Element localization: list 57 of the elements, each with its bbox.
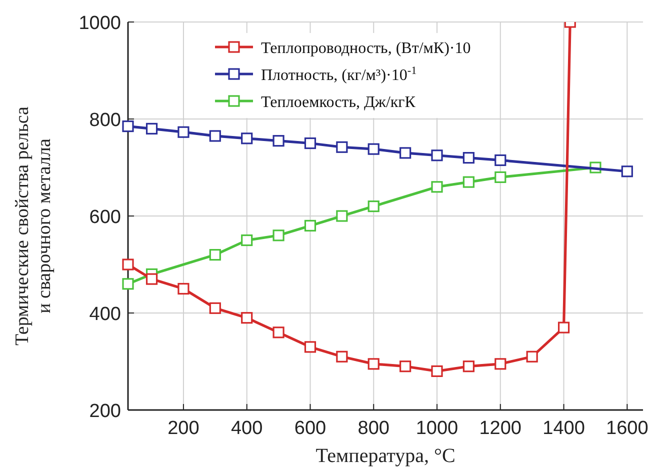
x-tick-label: 600	[294, 418, 326, 439]
point	[462, 360, 474, 372]
point	[209, 249, 221, 261]
point	[400, 360, 412, 372]
point	[146, 273, 158, 285]
point	[178, 282, 190, 295]
point	[431, 365, 443, 377]
y-tick-label: 200	[89, 401, 121, 422]
point	[494, 358, 506, 370]
legend-label: Теплопроводность, (Вт/мК)·10	[261, 40, 471, 57]
point	[621, 166, 633, 178]
x-tick-label: 1000	[416, 418, 458, 439]
x-tick-label: 1400	[542, 418, 585, 439]
point	[272, 326, 284, 338]
point	[209, 130, 221, 142]
point	[368, 358, 380, 370]
legend-label: Плотность, (кг/м³)·10$^{-1}$	[261, 65, 417, 84]
point	[336, 141, 348, 153]
y-axis-title: Термические свойства рельса и сварочного металла	[12, 106, 55, 346]
point	[304, 137, 316, 150]
point	[462, 152, 474, 164]
y-tick-label: 1000	[78, 13, 121, 34]
point	[558, 322, 570, 334]
point	[241, 312, 253, 324]
point	[462, 176, 474, 188]
y-tick-label: 600	[89, 207, 121, 228]
point	[304, 220, 316, 232]
x-tick-label: 1600	[606, 418, 648, 439]
point	[146, 122, 158, 134]
point	[494, 154, 506, 166]
point	[209, 302, 221, 314]
y-tick-label: 400	[89, 304, 121, 325]
point	[431, 150, 443, 162]
point	[241, 234, 253, 246]
point	[431, 181, 443, 193]
point	[400, 147, 412, 159]
point	[368, 200, 380, 212]
point	[494, 171, 506, 183]
y-tick-label: 800	[89, 110, 121, 131]
point	[272, 230, 284, 242]
point	[122, 120, 134, 132]
x-axis-title: Температура, °C	[316, 445, 456, 467]
point	[368, 143, 380, 155]
point	[241, 132, 253, 144]
point	[336, 210, 348, 222]
point	[122, 258, 134, 270]
point	[272, 135, 284, 147]
x-tick-label: 200	[168, 418, 200, 439]
point	[336, 350, 348, 362]
point	[526, 350, 538, 362]
point	[178, 126, 190, 138]
legend-label: Теплоемкость, Дж/кгК	[261, 94, 416, 111]
x-tick-label: 800	[358, 418, 390, 439]
x-tick-label: 400	[230, 418, 263, 439]
point	[122, 278, 134, 290]
x-tick-label: 1200	[479, 418, 522, 439]
point	[304, 341, 316, 353]
